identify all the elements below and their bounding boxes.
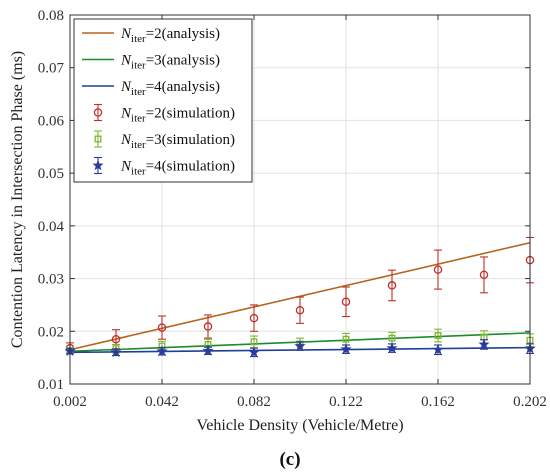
y-tick-label: 0.03 (38, 272, 64, 288)
data-point (248, 346, 260, 358)
data-point (203, 322, 213, 331)
legend-marker (93, 108, 103, 117)
x-axis-label: Vehicle Density (Vehicle/Metre) (196, 417, 403, 434)
data-point (249, 313, 259, 323)
data-point (341, 297, 351, 307)
analysis-line-2 (69, 241, 531, 351)
data-point (479, 270, 489, 280)
data-point (342, 335, 350, 343)
y-tick-label: 0.06 (38, 113, 65, 129)
legend-label: Niter=4(analysis) (120, 79, 220, 98)
legend-label: Niter=3(simulation) (120, 132, 235, 151)
x-tick-label: 0.042 (145, 394, 179, 410)
data-point (433, 265, 443, 274)
data-point (110, 346, 122, 358)
data-point (432, 343, 444, 355)
data-point (387, 281, 397, 290)
y-tick-label: 0.01 (38, 377, 64, 393)
data-point (295, 305, 305, 315)
x-tick-label: 0.122 (329, 394, 363, 410)
y-tick-label: 0.02 (38, 324, 64, 340)
data-point (478, 338, 490, 350)
legend: Niter=2(analysis) Niter=3(analysis) Niter=… (73, 18, 253, 183)
data-point (202, 344, 214, 356)
legend-label: Niter=2(simulation) (120, 106, 235, 125)
legend-marker (94, 135, 102, 143)
plot-frame (69, 14, 531, 385)
x-tick-label: 0.162 (421, 394, 455, 410)
data-point (111, 334, 121, 344)
data-point (294, 340, 306, 351)
legend-box (73, 18, 253, 183)
data-point (388, 334, 396, 342)
data-point (386, 342, 398, 353)
x-tick-label: 0.082 (237, 394, 271, 410)
panel-label: (c) (279, 449, 300, 470)
data-point (250, 338, 258, 346)
y-tick-label: 0.05 (38, 166, 64, 182)
y-tick-label: 0.08 (38, 8, 64, 24)
legend-label: Niter=3(analysis) (120, 53, 220, 72)
legend-marker (92, 159, 104, 171)
data-point (340, 343, 352, 354)
y-tick-label: 0.04 (38, 219, 65, 235)
x-tick-label: 0.002 (53, 394, 87, 410)
data-point (157, 323, 167, 332)
y-axis-label: Contention Latency in Intersection Phase… (9, 51, 26, 348)
data-point (156, 345, 168, 357)
y-tick-label: 0.07 (38, 61, 65, 77)
data-point (434, 332, 442, 339)
legend-label: Niter=4(simulation) (120, 159, 235, 178)
x-tick-label: 0.202 (513, 394, 547, 410)
legend-label: Niter=2(analysis) (120, 26, 220, 45)
axis-ticks: 0.002 0.042 0.082 0.122 0.162 0.202 0.01 0.02 0.… (38, 8, 547, 410)
